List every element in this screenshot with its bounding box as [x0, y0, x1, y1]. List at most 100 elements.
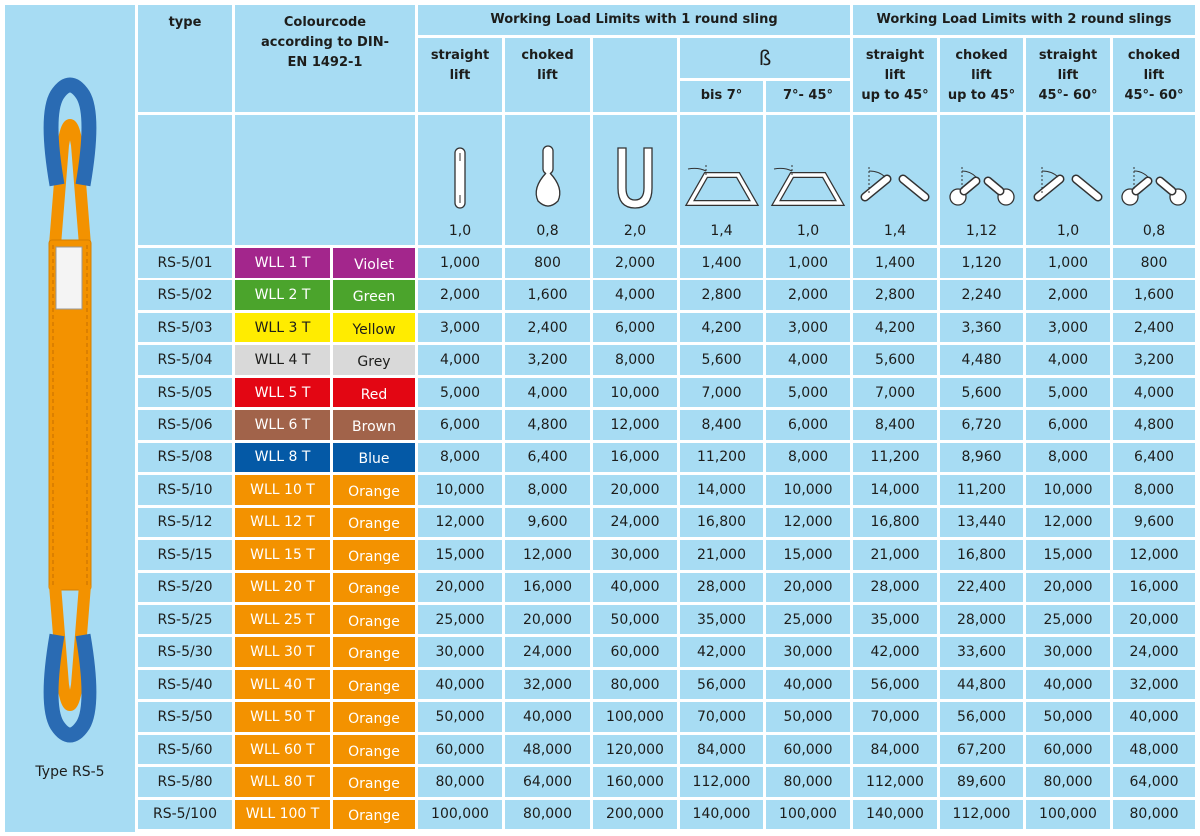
value: 1,120: [961, 254, 1002, 271]
value: 80,000: [1129, 806, 1179, 823]
value-cell: 32,000: [1113, 669, 1195, 700]
type: RS-5/02: [157, 287, 213, 304]
value-cell: 20,000: [505, 604, 590, 635]
value: 2,000: [1047, 287, 1089, 304]
wll: WLL 3 T: [254, 319, 311, 336]
colour-cell: Brown: [333, 410, 415, 440]
value: 16,000: [1129, 579, 1179, 596]
colour: Orange: [348, 613, 400, 630]
value: 2,400: [527, 319, 568, 336]
value: 89,600: [957, 773, 1006, 790]
value-cell: 10,000: [766, 475, 850, 505]
value-cell: 12,000: [1113, 540, 1195, 570]
value-cell: 8,000: [766, 442, 850, 473]
value: 9,600: [1133, 514, 1175, 531]
value-cell: 40,000: [1113, 702, 1195, 732]
colour-cell: Orange: [333, 702, 415, 732]
value-cell: 100,000: [766, 799, 850, 830]
value: 40,000: [523, 709, 572, 726]
value-cell: 2,800: [853, 280, 937, 310]
value: 100,000: [431, 806, 489, 823]
value: 15,000: [435, 546, 485, 563]
value-cell: 4,000: [418, 345, 502, 375]
value: 1,400: [874, 254, 916, 271]
value: 14,000: [870, 481, 920, 498]
header-text: up to 45°: [947, 88, 1016, 103]
value-cell: 32,000: [505, 669, 590, 700]
value: 11,200: [957, 481, 1006, 498]
value-cell: 4,480: [940, 345, 1023, 375]
type-cell: RS-5/60: [138, 734, 232, 765]
value: 200,000: [606, 806, 664, 823]
value: 20,000: [435, 579, 485, 596]
factor: 0,8: [1142, 223, 1166, 239]
value-cell: 6,000: [766, 410, 850, 440]
value-cell: 80,000: [1113, 799, 1195, 830]
value-cell: 60,000: [1026, 734, 1110, 765]
wll: WLL 2 T: [254, 287, 311, 304]
header-text: straight: [430, 48, 490, 63]
value: 4,800: [1133, 417, 1175, 433]
column-header: straight lift up to 45°: [853, 38, 937, 112]
angle-header: bis 7°: [680, 81, 763, 112]
column-header: choked lift up to 45°: [940, 38, 1023, 112]
value-cell: 80,000: [505, 799, 590, 830]
value-cell: 12,000: [418, 507, 502, 538]
value-cell: 80,000: [593, 669, 677, 700]
value-cell: 4,000: [1026, 345, 1110, 375]
value: 11,200: [697, 449, 746, 466]
value-cell: 8,960: [940, 442, 1023, 473]
header-text: Working Load Limits with 1 round sling: [490, 12, 778, 27]
blank-cell: [235, 115, 415, 245]
value: 16,800: [870, 514, 920, 531]
value: 100,000: [1039, 806, 1097, 823]
sling-icon: [1121, 167, 1187, 206]
value: 80,000: [783, 773, 833, 790]
value-cell: 40,000: [418, 669, 502, 700]
value: 60,000: [610, 644, 660, 661]
value-cell: 25,000: [1026, 604, 1110, 635]
value: 20,000: [783, 579, 833, 596]
value: 30,000: [435, 644, 485, 661]
wll: WLL 40 T: [250, 676, 315, 693]
value-cell: 8,000: [1026, 442, 1110, 473]
value: 35,000: [697, 611, 746, 628]
wll-cell: WLL 5 T: [235, 377, 330, 408]
value: 12,000: [1043, 514, 1093, 531]
value: 140,000: [866, 806, 924, 823]
value-cell: 24,000: [505, 637, 590, 667]
value: 22,400: [957, 579, 1006, 596]
value: 4,800: [527, 417, 568, 433]
type-cell: RS-5/100: [138, 799, 232, 830]
value-cell: 8,400: [680, 410, 763, 440]
value: 30,000: [783, 644, 833, 661]
value-cell: 56,000: [853, 669, 937, 700]
value-cell: 100,000: [593, 702, 677, 732]
sling-icon: [948, 167, 1015, 206]
sling-icon: [770, 165, 846, 206]
value: 2,800: [874, 287, 916, 304]
type-cell: RS-5/15: [138, 540, 232, 570]
value-cell: 1,400: [853, 248, 937, 278]
value: 50,000: [1043, 709, 1093, 726]
value-cell: 84,000: [680, 734, 763, 765]
colour-cell: Yellow: [333, 312, 415, 343]
value-cell: 40,000: [766, 669, 850, 700]
value: 16,800: [957, 546, 1006, 563]
value: 60,000: [783, 741, 833, 758]
value: 6,400: [527, 449, 568, 466]
value-cell: 30,000: [418, 637, 502, 667]
value-cell: 24,000: [1113, 637, 1195, 667]
value-cell: 112,000: [680, 767, 763, 797]
value-cell: 2,800: [680, 280, 763, 310]
value: 2,400: [1133, 319, 1175, 336]
value: 80,000: [523, 806, 572, 823]
colour: Yellow: [352, 321, 396, 338]
header-text: lift: [1143, 68, 1165, 83]
colour-cell: Blue: [333, 442, 415, 473]
value: 4,000: [787, 352, 829, 369]
colour-cell: Violet: [333, 248, 415, 278]
colour-cell: Orange: [333, 669, 415, 700]
value: 1,600: [1133, 287, 1175, 304]
